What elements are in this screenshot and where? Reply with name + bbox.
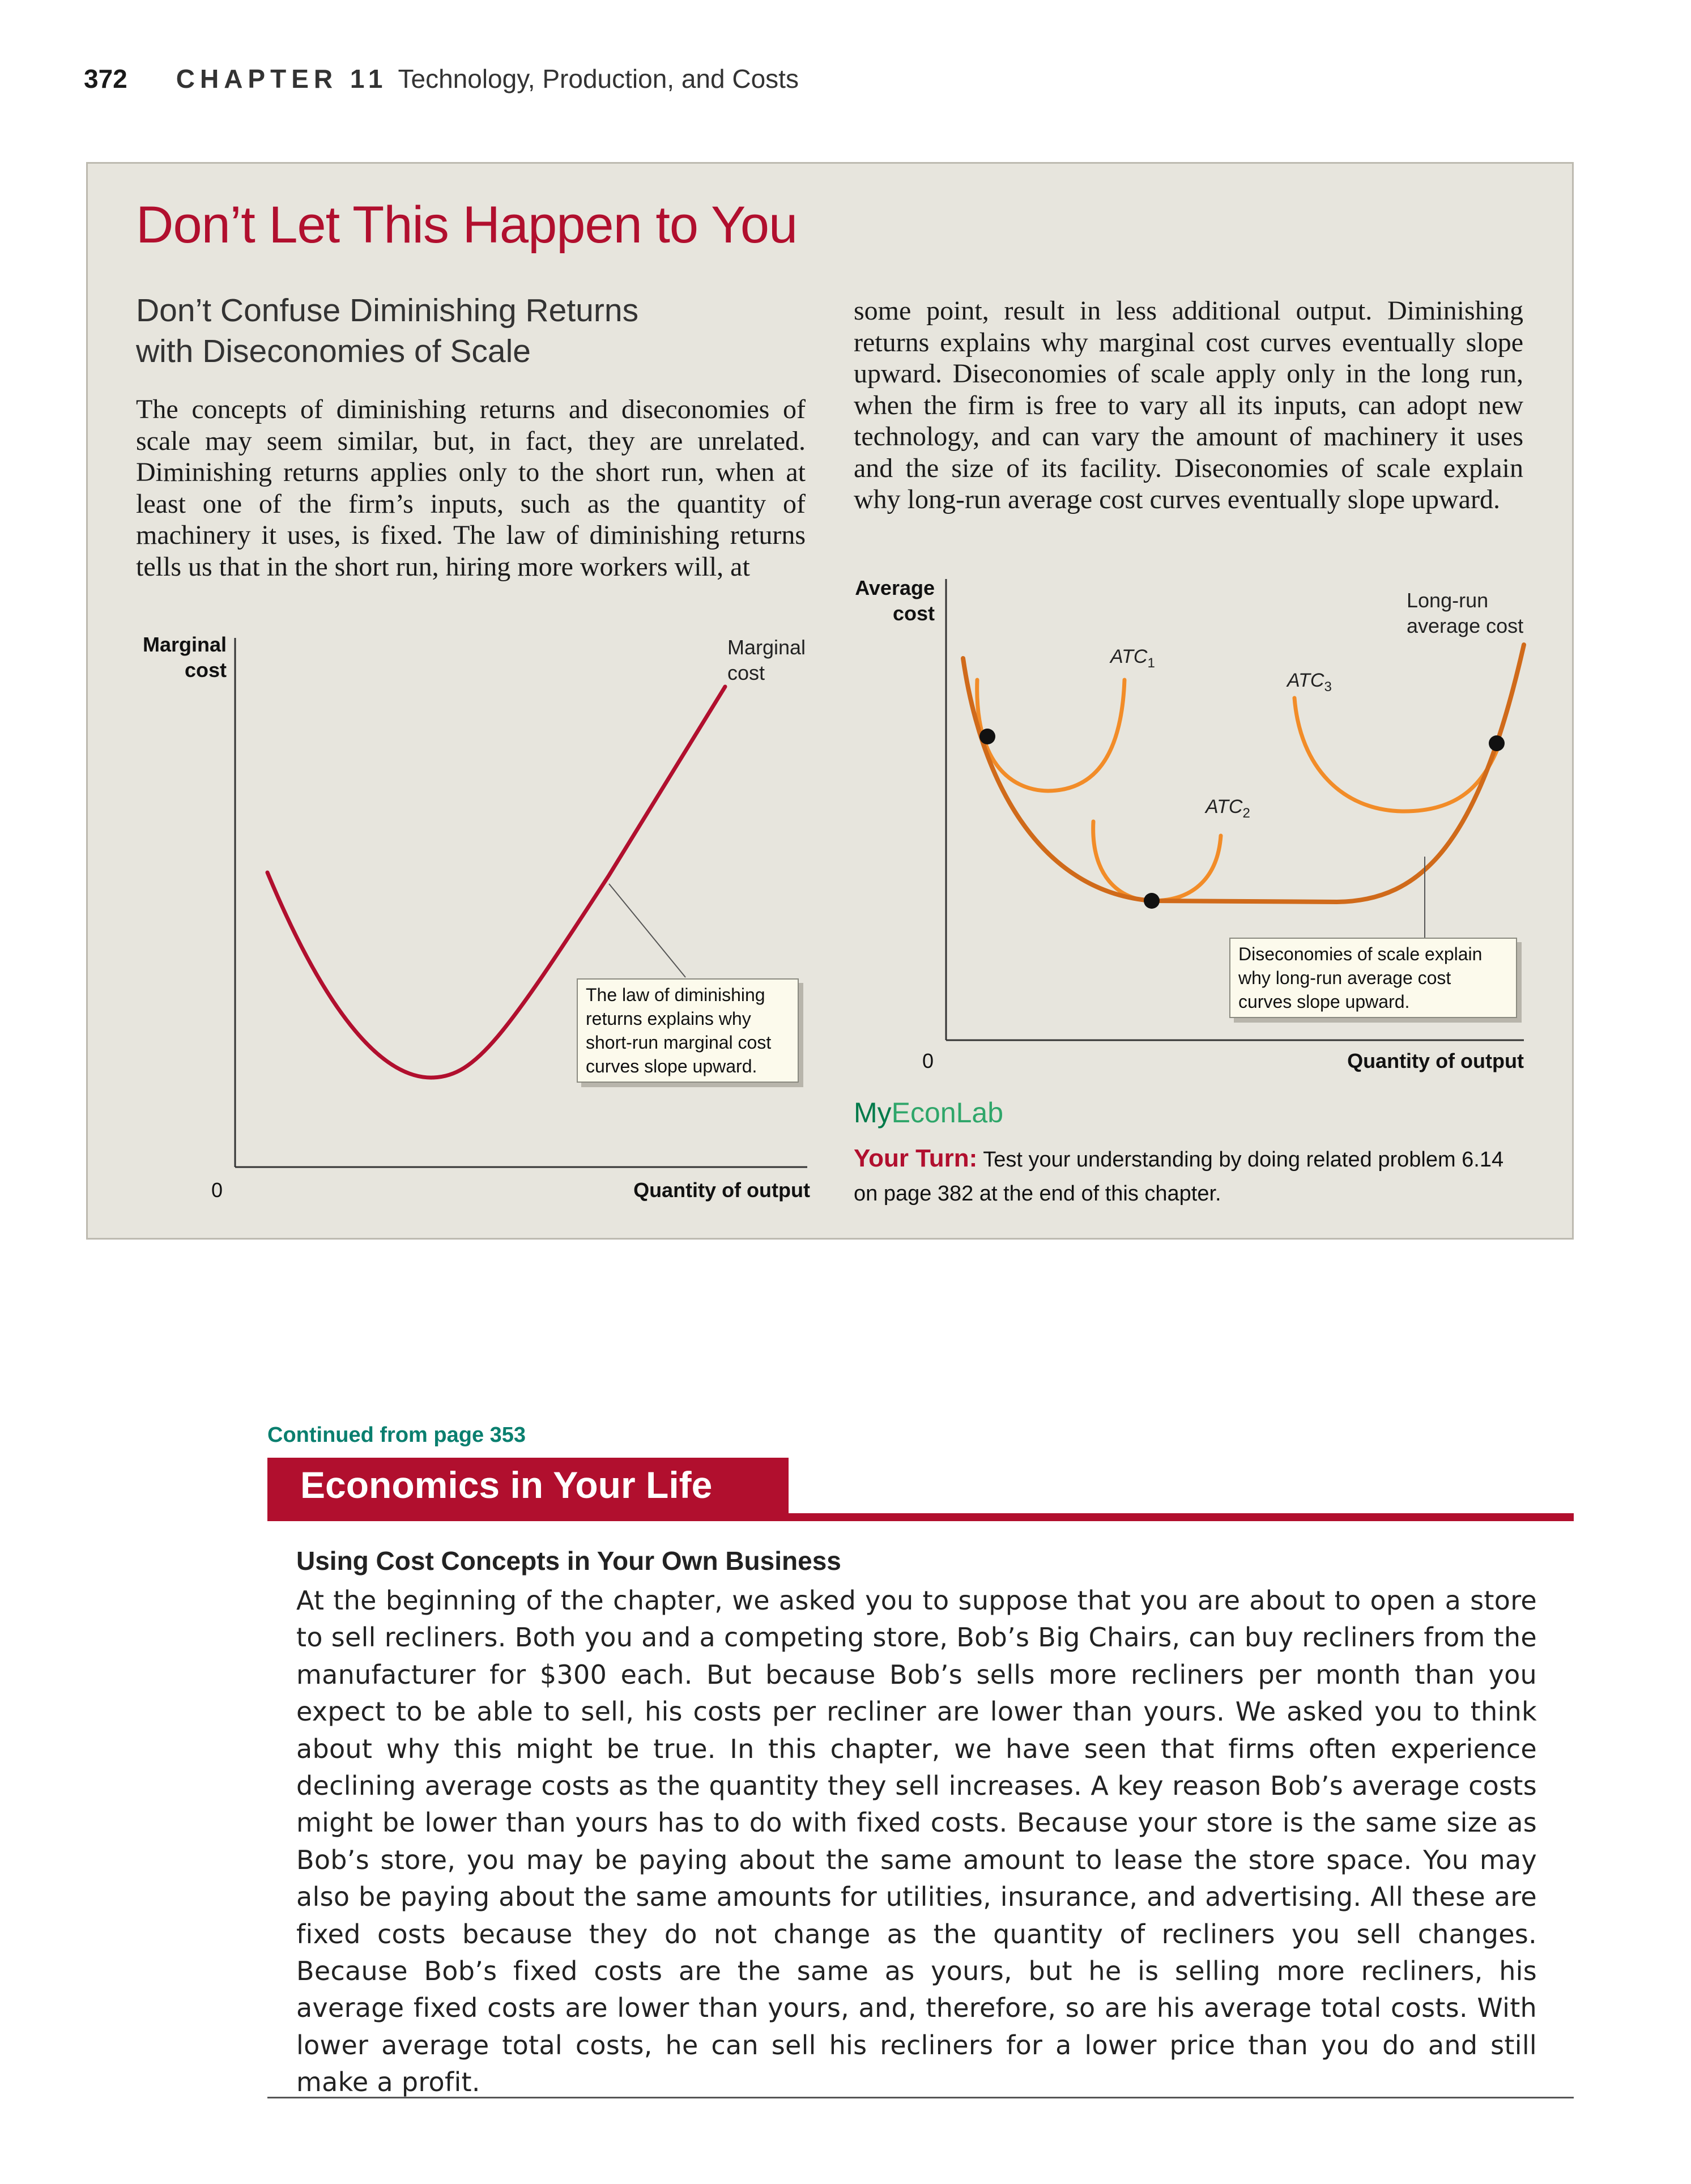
right-callout-line: why long-run average cost: [1238, 968, 1451, 988]
atc1-sub: 1: [1147, 655, 1155, 671]
lrac-label-line1: Long-run: [1407, 589, 1489, 612]
tangency-point-2: [1144, 893, 1160, 909]
left-callout-line: short-run marginal cost: [586, 1032, 772, 1053]
atc3-sub: 3: [1324, 679, 1332, 695]
mc-label-line1: Marginal: [727, 636, 806, 659]
left-y-label-line1: Marginal: [142, 633, 227, 656]
atc2-main: ATC: [1206, 796, 1243, 818]
marginal-cost-curve-label: Marginal cost: [727, 635, 806, 686]
right-graph-axes: [945, 579, 1524, 1041]
right-callout-line: curves slope upward.: [1238, 991, 1410, 1012]
right-y-axis-label: Average cost: [838, 575, 935, 626]
right-callout-box: Diseconomies of scale explain why long-r…: [1229, 938, 1517, 1018]
right-origin-label: 0: [922, 1049, 934, 1072]
right-y-label-line2: cost: [892, 602, 935, 625]
left-callout-line: returns explains why: [586, 1008, 751, 1029]
eiyl-title-tab: [267, 1458, 789, 1521]
feature-text-column-1: The concepts of diminishing returns and …: [136, 394, 806, 582]
tangency-points: [979, 729, 1505, 909]
left-y-axis-label: Marginal cost: [127, 632, 227, 683]
column-1-text: The concepts of diminishing returns and …: [136, 394, 806, 582]
atc2-curve: [1091, 819, 1223, 903]
eiyl-body: At the beginning of the chapter, we aske…: [296, 1582, 1537, 2101]
bottom-rule: [267, 2097, 1574, 2098]
left-callout-line: curves slope upward.: [586, 1056, 757, 1076]
lrac-curve: [961, 642, 1526, 905]
feature-box: [86, 162, 1574, 1240]
atc3-curve: [1292, 696, 1503, 814]
column-2-text: some point, result in less additional ou…: [854, 296, 1523, 514]
atc1-label: ATC1: [1110, 646, 1155, 671]
tangency-point-3: [1489, 735, 1505, 751]
myeconlab-my: My: [854, 1097, 892, 1129]
mc-label-line2: cost: [727, 661, 765, 684]
left-graph-axes: [234, 638, 807, 1168]
page-number: 372: [84, 64, 127, 93]
eiyl-title-bar: [267, 1513, 1574, 1521]
lrac-label-line2: average cost: [1407, 614, 1524, 637]
atc3-label: ATC3: [1287, 670, 1332, 695]
subtitle-line-2: with Diseconomies of Scale: [136, 333, 531, 369]
atc2-sub: 2: [1242, 805, 1250, 821]
left-origin-label: 0: [211, 1178, 223, 1202]
atc1-main: ATC: [1110, 646, 1148, 667]
right-y-label-line1: Average: [855, 576, 935, 599]
eiyl-title: Economics in Your Life: [300, 1464, 713, 1506]
left-y-label-line2: cost: [184, 658, 227, 682]
atc1-curve: [975, 678, 1127, 793]
chapter-label: CHAPTER 11: [176, 64, 388, 93]
myeconlab-econlab: EconLab: [891, 1097, 1004, 1129]
feature-box-subtitle: Don’t Confuse Diminishing Returns with D…: [136, 290, 816, 372]
left-x-axis-label: Quantity of output: [633, 1178, 810, 1202]
feature-text-column-2: some point, result in less additional ou…: [854, 295, 1523, 516]
left-callout-leader: [608, 883, 686, 978]
myeconlab-logo: MyEconLab: [854, 1096, 1003, 1129]
chapter-title: Technology, Production, and Costs: [398, 64, 799, 93]
right-callout-line: Diseconomies of scale explain: [1238, 944, 1483, 964]
feature-box-title: Don’t Let This Happen to You: [136, 196, 798, 254]
right-x-axis-label: Quantity of output: [1347, 1049, 1524, 1072]
continued-note: Continued from page 353: [267, 1423, 526, 1447]
lrac-curve-label: Long-run average cost: [1407, 587, 1523, 638]
tangency-point-1: [979, 729, 995, 744]
atc3-main: ATC: [1287, 670, 1324, 691]
atc-curves: [975, 678, 1503, 903]
left-callout-box: The law of diminishing returns explains …: [577, 978, 799, 1083]
marginal-cost-curve: [265, 684, 727, 1080]
running-head: 372 CHAPTER 11 Technology, Production, and…: [84, 63, 799, 94]
your-turn-label: Your Turn:: [854, 1144, 978, 1172]
atc2-label: ATC2: [1206, 796, 1250, 821]
eiyl-subtitle: Using Cost Concepts in Your Own Business: [296, 1546, 841, 1576]
your-turn-text: Test your understanding by doing related…: [854, 1148, 1504, 1206]
left-callout-line: The law of diminishing: [586, 985, 765, 1005]
subtitle-line-1: Don’t Confuse Diminishing Returns: [136, 292, 639, 329]
your-turn: Your Turn: Test your understanding by do…: [854, 1142, 1505, 1211]
eiyl-body-text: At the beginning of the chapter, we aske…: [296, 1585, 1537, 2098]
